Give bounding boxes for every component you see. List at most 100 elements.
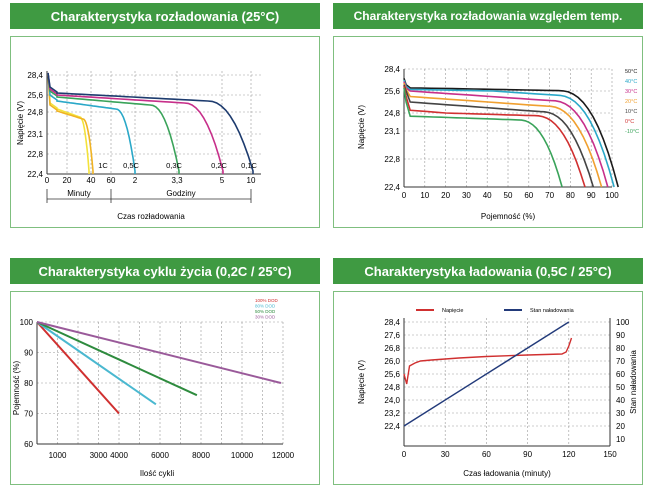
y-tick-label: 25,6: [27, 91, 43, 100]
y-tick-label: 22,4: [27, 170, 43, 179]
temp-discharge-chart: 28,4 25,6 24,8 23,1 22,8 22,40 10 20 30 40 50 60 70 8…: [357, 65, 639, 221]
y-tick-label: 60: [24, 440, 33, 449]
group-label-minutes: Minuty: [67, 189, 91, 198]
series-line-3: [403, 82, 603, 188]
x-tick-label: 0: [402, 450, 407, 459]
x-tick-label: 12000: [272, 451, 295, 460]
chart-title: Charakterystyka rozładowania (25°C): [10, 3, 320, 29]
x-tick-label: 60: [482, 450, 491, 459]
y-tick-label: 24,8: [384, 383, 400, 392]
series-end-label: 0,2C: [211, 161, 227, 170]
chart-frame: 28,4 25,6 24,8 23,1 22,8 22,4 0 10 20 30 40 50 60 70 8…: [333, 36, 643, 228]
group-label-hours: Godziny: [166, 189, 195, 198]
x-tick-label: 100: [605, 191, 619, 200]
y-tick-label: 22,4: [384, 422, 400, 431]
y-tick-label: 26,8: [384, 344, 400, 353]
y-tick-label: 27,6: [384, 331, 400, 340]
y-tick-label: 24,8: [27, 108, 43, 117]
y-right-tick-label: 100: [616, 318, 630, 327]
chart-title: Charakterystyka ładowania (0,5C / 25°C): [333, 258, 643, 284]
series-line-5: [47, 72, 254, 174]
series-line-3: [36, 321, 282, 384]
x-tick-label: 50: [504, 191, 513, 200]
x-tick-label: 0: [402, 191, 407, 200]
y-tick-label: 100: [20, 318, 34, 327]
x-tick-label: 40: [87, 176, 96, 185]
y-axis-label: Napięcie (V): [16, 101, 25, 145]
x-tick-label: 80: [566, 191, 575, 200]
y-right-tick-label: 70: [616, 357, 625, 366]
x-axis-label: Czas rozładowania: [117, 212, 185, 221]
legend-label: 50°C: [625, 69, 637, 75]
legend-label: 10°C: [625, 109, 637, 115]
y-right-tick-label: 50: [616, 383, 625, 392]
x-tick-label: 90: [523, 450, 532, 459]
x-tick-label: 30: [441, 450, 450, 459]
x-tick-label: 2: [133, 176, 138, 185]
series-line-0: [47, 72, 90, 174]
y-tick-label: 23,1: [27, 130, 43, 139]
y-tick-label: 23,1: [384, 127, 400, 136]
y-axis-label: Pojemność (%): [12, 361, 21, 416]
x-tick-label: 5: [220, 176, 225, 185]
series-line-1: [403, 79, 615, 188]
y-right-tick-label: 90: [616, 331, 625, 340]
series-line-4: [47, 72, 224, 174]
cycle-life-chart: 60 70 80 90 100 1000 3000 4000 6000 8000 10000 1200…: [12, 298, 295, 478]
x-tick-label: 60: [107, 176, 116, 185]
y-tick-label: 24,0: [384, 396, 400, 405]
y-right-tick-label: 60: [616, 370, 625, 379]
y-right-tick-label: 20: [616, 422, 625, 431]
y-tick-label: 22,4: [384, 183, 400, 192]
x-tick-label: 8000: [192, 451, 210, 460]
x-tick-label: 4000: [110, 451, 128, 460]
y-right-tick-label: 40: [616, 396, 625, 405]
legend-label: Stan naładowania: [530, 308, 575, 314]
y-axis-label: Napięcie (V): [357, 360, 366, 404]
panel-discharge-25c: Charakterystyka rozładowania (25°C) 28,4…: [10, 3, 320, 228]
y-tick-label: 25,6: [384, 87, 400, 96]
chart-frame: 28,4 27,6 26,8 26,0 25,6 24,8 24,0 23,2 22,4 100 9…: [333, 291, 643, 485]
y-tick-label: 22,8: [384, 155, 400, 164]
x-tick-label: 120: [562, 450, 576, 459]
x-axis-label: Pojemność (%): [481, 212, 536, 221]
y-right-tick-label: 80: [616, 344, 625, 353]
series-line-voltage: [403, 337, 573, 385]
chart-title: Charakterystyka rozładowania względem te…: [333, 3, 643, 29]
x-tick-label: 10: [247, 176, 256, 185]
series-end-label: 0,3C: [166, 161, 182, 170]
legend-label: 50% DOD: [255, 309, 276, 314]
y-tick-label: 90: [24, 349, 33, 358]
x-tick-label: 3,3: [171, 176, 183, 185]
x-axis-label: Czas ładowania (minuty): [463, 469, 551, 478]
series-line-2: [403, 81, 609, 188]
y-tick-label: 28,4: [384, 318, 400, 327]
chart-frame: 28,4 25,6 24,8 23,1 22,8 22,4 0 20 40 60 2 3,3 5 10 Na…: [10, 36, 320, 228]
panel-discharge-temp: Charakterystyka rozładowania względem te…: [333, 3, 643, 228]
y-tick-label: 23,2: [384, 409, 400, 418]
x-tick-label: 40: [483, 191, 492, 200]
chart-frame: 60 70 80 90 100 1000 3000 4000 6000 8000 10000 1200…: [10, 291, 320, 485]
y-tick-label: 70: [24, 410, 33, 419]
x-tick-label: 10000: [231, 451, 254, 460]
y-tick-label: 22,8: [27, 150, 43, 159]
x-tick-label: 0: [45, 176, 50, 185]
x-tick-label: 1000: [49, 451, 67, 460]
series-line-1: [47, 72, 94, 174]
x-axis-label: Ilość cykli: [140, 469, 174, 478]
y-tick-label: 28,4: [384, 65, 400, 74]
legend-label: 20°C: [625, 99, 637, 105]
legend-label: 30% DOD: [255, 315, 276, 320]
legend-label: Napięcie: [442, 308, 463, 314]
y-right-tick-label: 10: [616, 435, 625, 444]
series-line-0: [36, 321, 120, 415]
y-tick-label: 25,6: [384, 370, 400, 379]
x-tick-label: 70: [545, 191, 554, 200]
legend-label: 100% DOD: [255, 298, 279, 303]
series-line-3: [47, 72, 180, 174]
series-end-label: 0,5C: [123, 161, 139, 170]
legend-label: 80% DOD: [255, 304, 276, 309]
series-line-2: [47, 72, 136, 174]
series-line-5: [403, 86, 586, 188]
series-end-label: 0,1C: [241, 161, 257, 170]
